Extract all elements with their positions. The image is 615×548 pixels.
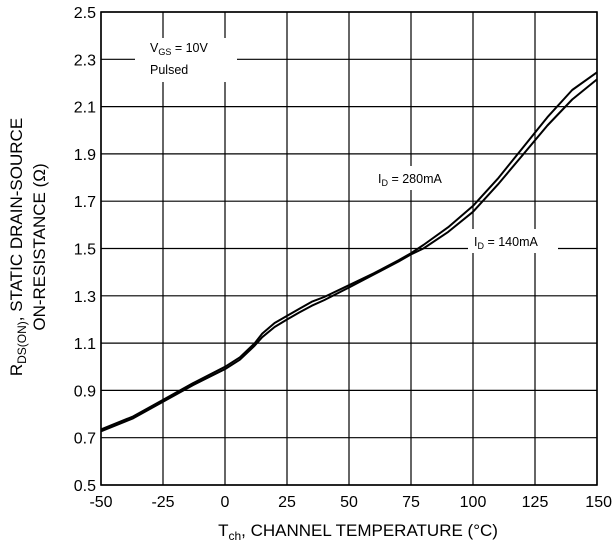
condition-vgs-main: V	[150, 41, 159, 55]
x-tick-label: -25	[151, 494, 174, 511]
y-tick-label: 2.5	[74, 5, 96, 22]
y-axis-title-rest: , STATIC DRAIN-SOURCE	[7, 118, 26, 321]
y-tick-label: 1.7	[74, 194, 96, 211]
x-tick-label: 150	[585, 494, 612, 511]
id140-rest: = 140mA	[484, 235, 539, 249]
x-axis-title-sub: ch	[228, 529, 241, 543]
y-axis-title-line2: ON-RESISTANCE (Ω)	[30, 163, 49, 330]
id280-annotation-background	[372, 166, 462, 190]
condition-vgs-rest: = 10V	[171, 41, 208, 55]
id280-rest: = 280mA	[388, 172, 443, 186]
condition-pulsed-label: Pulsed	[150, 63, 188, 77]
x-axis-title-rest: , CHANNEL TEMPERATURE (°C)	[241, 521, 498, 540]
x-axis-title: Tch, CHANNEL TEMPERATURE (°C)	[218, 521, 498, 543]
id140-label: ID = 140mA	[474, 235, 538, 251]
x-tick-labels: -50 -25 0 25 50 75 100 125 150	[89, 494, 612, 511]
y-tick-label: 0.7	[74, 431, 96, 448]
x-tick-label: 0	[221, 494, 230, 511]
id140-main: I	[474, 235, 477, 249]
x-tick-label: 100	[460, 494, 487, 511]
condition-vgs-label: VGS = 10V	[150, 41, 209, 57]
y-tick-label: 1.9	[74, 147, 96, 164]
x-tick-label: 75	[402, 494, 420, 511]
y-tick-label: 0.9	[74, 383, 96, 400]
id140-sub: D	[477, 241, 484, 251]
y-tick-label: 1.1	[74, 336, 96, 353]
condition-annotation-background	[135, 38, 237, 82]
x-tick-label: 25	[278, 494, 296, 511]
y-axis-title-main: R	[7, 364, 26, 376]
y-axis-title-line1: RDS(ON), STATIC DRAIN-SOURCE	[7, 118, 29, 376]
y-tick-label: 1.3	[74, 289, 96, 306]
series-line-id-280ma	[100, 71, 598, 431]
y-axis-title-sub: DS(ON)	[15, 321, 29, 364]
y-tick-label: 0.5	[74, 478, 96, 495]
id280-main: I	[378, 172, 381, 186]
series-line-id-140ma	[100, 78, 598, 433]
id280-label: ID = 280mA	[378, 172, 442, 188]
id280-sub: D	[381, 178, 388, 188]
y-tick-label: 1.5	[74, 242, 96, 259]
x-axis-title-main: T	[218, 521, 228, 540]
x-tick-label: 125	[522, 494, 549, 511]
y-tick-label: 2.1	[74, 100, 96, 117]
x-tick-label: -50	[89, 494, 112, 511]
y-tick-label: 2.3	[74, 52, 96, 69]
x-tick-label: 50	[340, 494, 358, 511]
y-tick-labels: 0.5 0.7 0.9 1.1 1.3 1.5 1.7 1.9 2.1 2.3 2.5	[74, 5, 96, 495]
series-group	[100, 71, 598, 433]
id140-annotation-background	[468, 229, 558, 253]
condition-vgs-sub: GS	[158, 47, 171, 57]
plot-frame	[100, 11, 598, 486]
